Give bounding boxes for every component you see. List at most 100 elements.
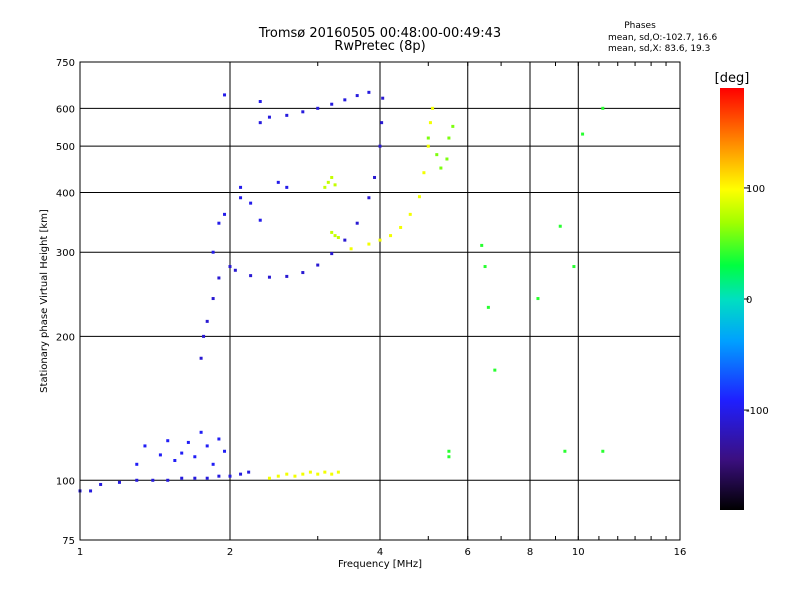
data-point	[399, 225, 403, 229]
data-point	[202, 334, 206, 338]
data-point	[447, 449, 451, 453]
data-point	[581, 132, 585, 136]
data-point	[447, 136, 451, 140]
data-point	[445, 157, 449, 161]
y-tick-label: 600	[56, 104, 75, 115]
data-point	[217, 221, 221, 225]
data-point	[301, 271, 305, 275]
data-point	[483, 265, 487, 269]
data-point	[301, 472, 305, 476]
y-axis-label: Stationary phase Virtual Height [km]	[39, 209, 50, 393]
data-point	[435, 153, 439, 157]
data-point	[316, 472, 320, 476]
data-point	[228, 474, 232, 478]
data-point	[486, 305, 490, 309]
data-point	[373, 175, 377, 179]
data-point	[336, 236, 340, 240]
y-tick-label: 500	[56, 142, 75, 153]
data-point	[211, 250, 215, 254]
data-point	[426, 136, 430, 140]
data-point	[223, 93, 227, 97]
data-point	[333, 183, 337, 187]
x-tick-label: 8	[527, 547, 533, 558]
data-point	[381, 96, 385, 100]
data-point	[330, 252, 334, 256]
data-point	[428, 121, 432, 125]
data-point	[349, 247, 353, 251]
data-point	[380, 121, 384, 125]
phase-x-stats: mean, sd,X: 83.6, 19.3	[608, 44, 711, 54]
phase-o-stats: mean, sd,O:-102.7, 16.6	[608, 33, 718, 43]
data-point	[205, 476, 209, 480]
data-point	[99, 482, 103, 486]
data-point	[536, 297, 540, 301]
data-point	[367, 242, 371, 246]
data-point	[330, 472, 334, 476]
data-point	[211, 297, 215, 301]
data-point	[389, 234, 393, 238]
data-point	[378, 144, 382, 148]
data-point	[563, 449, 567, 453]
data-point	[285, 185, 289, 189]
data-point	[233, 268, 237, 272]
data-point	[223, 212, 227, 216]
data-point	[343, 238, 347, 242]
data-point	[276, 180, 280, 184]
data-point	[267, 476, 271, 480]
data-point	[180, 451, 184, 455]
data-point	[258, 100, 262, 104]
data-point	[601, 106, 605, 110]
data-point	[285, 274, 289, 278]
data-point	[193, 476, 197, 480]
data-point	[572, 265, 576, 269]
colorbar-tick-label: -100	[746, 406, 769, 417]
data-point	[89, 489, 93, 493]
data-point	[135, 478, 139, 482]
data-point	[199, 430, 203, 434]
data-point	[249, 201, 253, 205]
data-point	[336, 470, 340, 474]
data-point	[330, 230, 334, 234]
data-point	[158, 453, 162, 457]
data-point	[205, 319, 209, 323]
data-point	[301, 110, 305, 114]
chart-title: Tromsø 20160505 00:48:00-00:49:43	[258, 26, 502, 41]
y-tick-label: 200	[56, 332, 75, 343]
y-tick-label: 100	[56, 476, 75, 487]
phases-title: Phases	[624, 21, 656, 31]
data-point	[293, 474, 297, 478]
data-point	[308, 470, 312, 474]
data-point	[323, 470, 327, 474]
data-point	[205, 444, 209, 448]
data-point	[417, 195, 421, 199]
data-point	[493, 368, 497, 372]
data-point	[285, 113, 289, 117]
data-point	[343, 98, 347, 102]
data-point	[316, 263, 320, 267]
y-tick-label: 750	[56, 58, 75, 69]
data-point	[367, 196, 371, 200]
data-point	[258, 121, 262, 125]
grid-lines	[80, 62, 680, 540]
data-point	[166, 478, 170, 482]
data-points	[78, 90, 605, 493]
data-point	[378, 238, 382, 242]
data-point	[186, 440, 190, 444]
y-tick-label: 75	[62, 536, 75, 547]
data-point	[166, 439, 170, 443]
data-point	[355, 221, 359, 225]
data-point	[355, 94, 359, 98]
x-tick-label: 1	[77, 547, 83, 558]
data-point	[193, 455, 197, 459]
data-point	[426, 144, 430, 148]
data-point	[422, 171, 426, 175]
data-point	[326, 180, 330, 184]
x-tick-label: 4	[377, 547, 383, 558]
data-point	[367, 90, 371, 94]
data-point	[217, 437, 221, 441]
colorbar: [deg] 100 0 -100	[715, 71, 769, 510]
data-point	[117, 480, 121, 484]
data-point	[180, 476, 184, 480]
data-point	[173, 458, 177, 462]
